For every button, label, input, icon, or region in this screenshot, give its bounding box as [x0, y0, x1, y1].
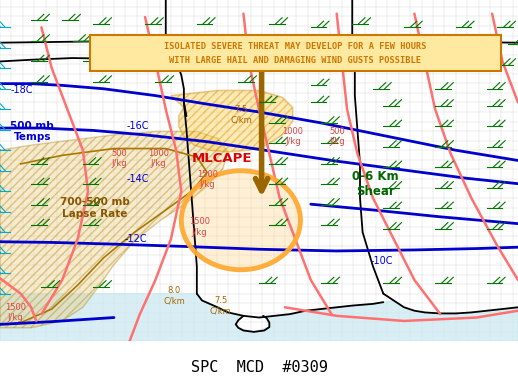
Text: 7.5
C/km: 7.5 C/km	[231, 105, 252, 124]
Text: 500 mb
Temps: 500 mb Temps	[10, 121, 54, 142]
Text: 7.5
C/km: 7.5 C/km	[210, 296, 232, 315]
Text: 500
J/kg: 500 J/kg	[329, 127, 344, 146]
Polygon shape	[171, 90, 293, 152]
Text: 1000
J/kg: 1000 J/kg	[148, 149, 169, 168]
Text: ISOLATED SEVERE THREAT MAY DEVELOP FOR A FEW HOURS: ISOLATED SEVERE THREAT MAY DEVELOP FOR A…	[164, 42, 426, 51]
Text: 500
J/kg: 500 J/kg	[111, 149, 127, 168]
Text: -10C: -10C	[370, 256, 393, 266]
Text: -14C: -14C	[127, 174, 149, 184]
FancyBboxPatch shape	[90, 35, 501, 71]
Polygon shape	[0, 132, 228, 328]
Text: 700-500 mb
Lapse Rate: 700-500 mb Lapse Rate	[60, 197, 130, 219]
Polygon shape	[0, 294, 518, 341]
Ellipse shape	[181, 171, 300, 270]
Text: 1500
J/kg: 1500 J/kg	[189, 217, 210, 237]
Text: WITH LARGE HAIL AND DAMAGING WIND GUSTS POSSIBLE: WITH LARGE HAIL AND DAMAGING WIND GUSTS …	[169, 56, 421, 65]
Text: 8.0
C/km: 8.0 C/km	[163, 286, 185, 305]
Text: -18C: -18C	[10, 85, 33, 95]
Text: 1500
J/kg: 1500 J/kg	[5, 303, 26, 322]
Text: 0-6 Km
Shear: 0-6 Km Shear	[352, 170, 399, 198]
Text: -12C: -12C	[124, 234, 147, 244]
Text: MLCAPE: MLCAPE	[192, 152, 252, 165]
Text: 1000
J/kg: 1000 J/kg	[282, 127, 304, 146]
Text: -16C: -16C	[127, 121, 149, 131]
Text: SPC  MCD  #0309: SPC MCD #0309	[191, 360, 327, 374]
Text: 1500
J/kg: 1500 J/kg	[197, 170, 218, 189]
